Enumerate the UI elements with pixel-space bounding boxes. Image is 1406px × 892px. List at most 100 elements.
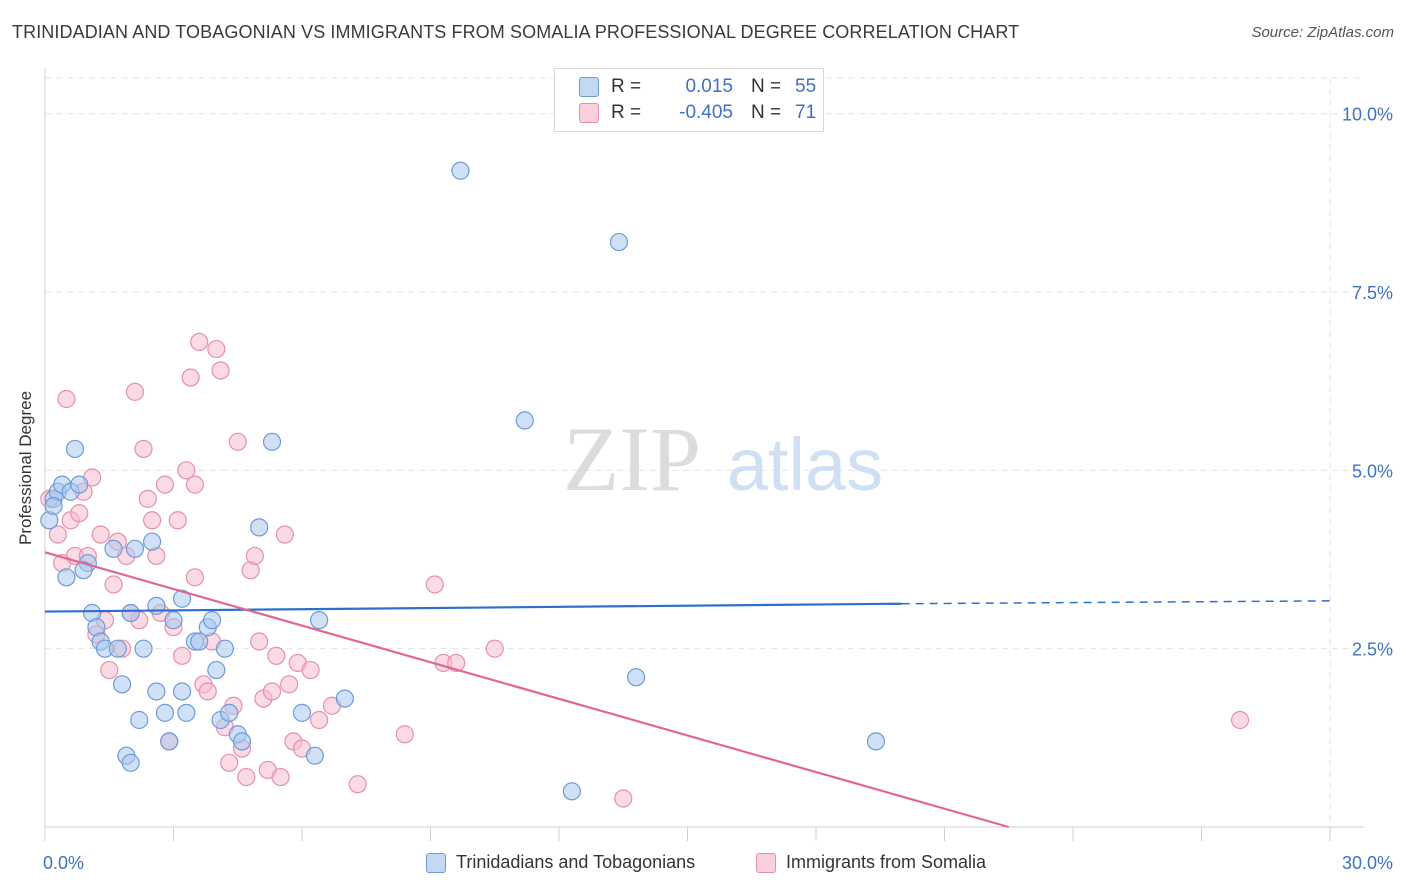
point-trinidad <box>626 668 646 687</box>
point-trinidad <box>305 746 324 765</box>
point-trinidad <box>147 596 166 615</box>
point-somalia <box>138 489 157 508</box>
point-trinidad <box>232 732 252 751</box>
point-somalia <box>614 789 633 808</box>
pink-r-value: -0.405 <box>679 102 733 123</box>
legend-swatch-blue <box>426 852 446 873</box>
point-trinidad <box>155 703 175 722</box>
point-somalia <box>1230 710 1250 730</box>
point-somalia <box>155 475 175 494</box>
point-trinidad <box>515 411 534 430</box>
point-somalia <box>310 710 329 730</box>
point-trinidad <box>177 703 196 722</box>
point-somalia <box>198 682 217 701</box>
point-somalia <box>425 575 444 594</box>
point-somalia <box>70 504 89 523</box>
trend-line-trinidad-dashed <box>901 600 1331 605</box>
point-trinidad <box>190 632 209 651</box>
watermark-zip: ZIP <box>563 408 701 510</box>
point-somalia <box>275 525 294 544</box>
blue-r-value: 0.015 <box>685 76 733 97</box>
blue-n-value: 55 <box>795 76 817 97</box>
series-somalia-points <box>40 332 1250 808</box>
point-somalia <box>348 775 367 794</box>
point-trinidad <box>134 639 153 658</box>
point-trinidad <box>250 518 269 537</box>
watermark-atlas: atlas <box>727 423 883 506</box>
point-trinidad <box>202 611 222 630</box>
series-legend: Trinidadians and Tobagonians Immigrants … <box>0 852 1406 878</box>
legend-item-somalia: Immigrants from Somalia <box>756 852 986 873</box>
axes <box>44 68 1364 841</box>
point-trinidad <box>44 496 63 516</box>
point-somalia <box>48 525 67 544</box>
point-somalia <box>181 368 200 387</box>
point-somalia <box>485 639 504 658</box>
point-trinidad <box>609 232 629 252</box>
point-somalia <box>190 332 209 352</box>
legend-swatch-pink <box>756 852 776 873</box>
point-trinidad <box>57 568 76 587</box>
point-somalia <box>57 389 76 409</box>
point-somalia <box>220 753 239 772</box>
source-credit: Source: ZipAtlas.com <box>1251 24 1394 41</box>
y-tick-label: 5.0% <box>1352 461 1393 481</box>
point-trinidad <box>310 611 329 630</box>
point-somalia <box>100 660 119 680</box>
stats-row-blue: R = 0.015 N = 55 <box>579 74 816 100</box>
point-trinidad <box>335 689 354 708</box>
point-somalia <box>125 382 145 401</box>
n-label: N = <box>751 102 782 123</box>
point-trinidad <box>262 432 282 451</box>
trend-line-trinidad <box>44 602 902 613</box>
point-somalia <box>395 725 414 744</box>
point-somalia <box>301 660 320 680</box>
point-trinidad <box>104 539 123 558</box>
series-trinidad-points <box>40 161 886 801</box>
x-tick-label: 0.0% <box>43 853 84 873</box>
r-label: R = <box>611 102 642 123</box>
point-trinidad <box>112 675 132 694</box>
point-somalia <box>185 568 205 587</box>
point-somalia <box>280 675 299 694</box>
point-trinidad <box>142 532 162 551</box>
point-trinidad <box>160 732 179 751</box>
point-trinidad <box>121 603 140 623</box>
point-trinidad <box>866 732 886 751</box>
tick-labels: 2.5% 5.0% 7.5% 10.0% 0.0% 30.0% <box>43 105 1393 873</box>
point-trinidad <box>121 753 140 772</box>
trend-line-somalia <box>44 551 1010 829</box>
point-somalia <box>207 339 226 359</box>
point-somalia <box>228 432 247 451</box>
legend-label-somalia: Immigrants from Somalia <box>786 852 987 872</box>
point-trinidad <box>292 703 312 722</box>
point-trinidad <box>172 589 192 608</box>
stats-legend: R = 0.015 N = 55 R = -0.405 N = 71 <box>554 68 824 132</box>
point-trinidad <box>74 561 93 580</box>
point-somalia <box>245 546 264 566</box>
point-somalia <box>177 461 196 480</box>
grid-lines <box>45 77 1364 827</box>
trend-lines <box>44 551 1331 829</box>
point-somalia <box>447 653 466 673</box>
y-tick-label: 10.0% <box>1342 105 1393 125</box>
point-trinidad <box>207 660 226 680</box>
point-trinidad <box>147 682 166 701</box>
point-trinidad <box>172 682 192 701</box>
point-somalia <box>271 767 290 787</box>
point-trinidad <box>130 710 149 730</box>
point-somalia <box>172 646 192 665</box>
point-somalia <box>134 439 153 459</box>
blue-swatch <box>579 77 599 97</box>
point-somalia <box>237 767 256 787</box>
point-trinidad <box>451 161 470 180</box>
legend-item-trinidad: Trinidadians and Tobagonians <box>426 852 695 873</box>
point-trinidad <box>215 639 234 658</box>
pink-swatch <box>579 103 599 123</box>
y-tick-label: 2.5% <box>1352 640 1393 660</box>
point-somalia <box>142 511 162 530</box>
point-trinidad <box>65 439 85 459</box>
chart-title: TRINIDADIAN AND TOBAGONIAN VS IMMIGRANTS… <box>12 22 1020 42</box>
point-trinidad <box>125 539 145 558</box>
